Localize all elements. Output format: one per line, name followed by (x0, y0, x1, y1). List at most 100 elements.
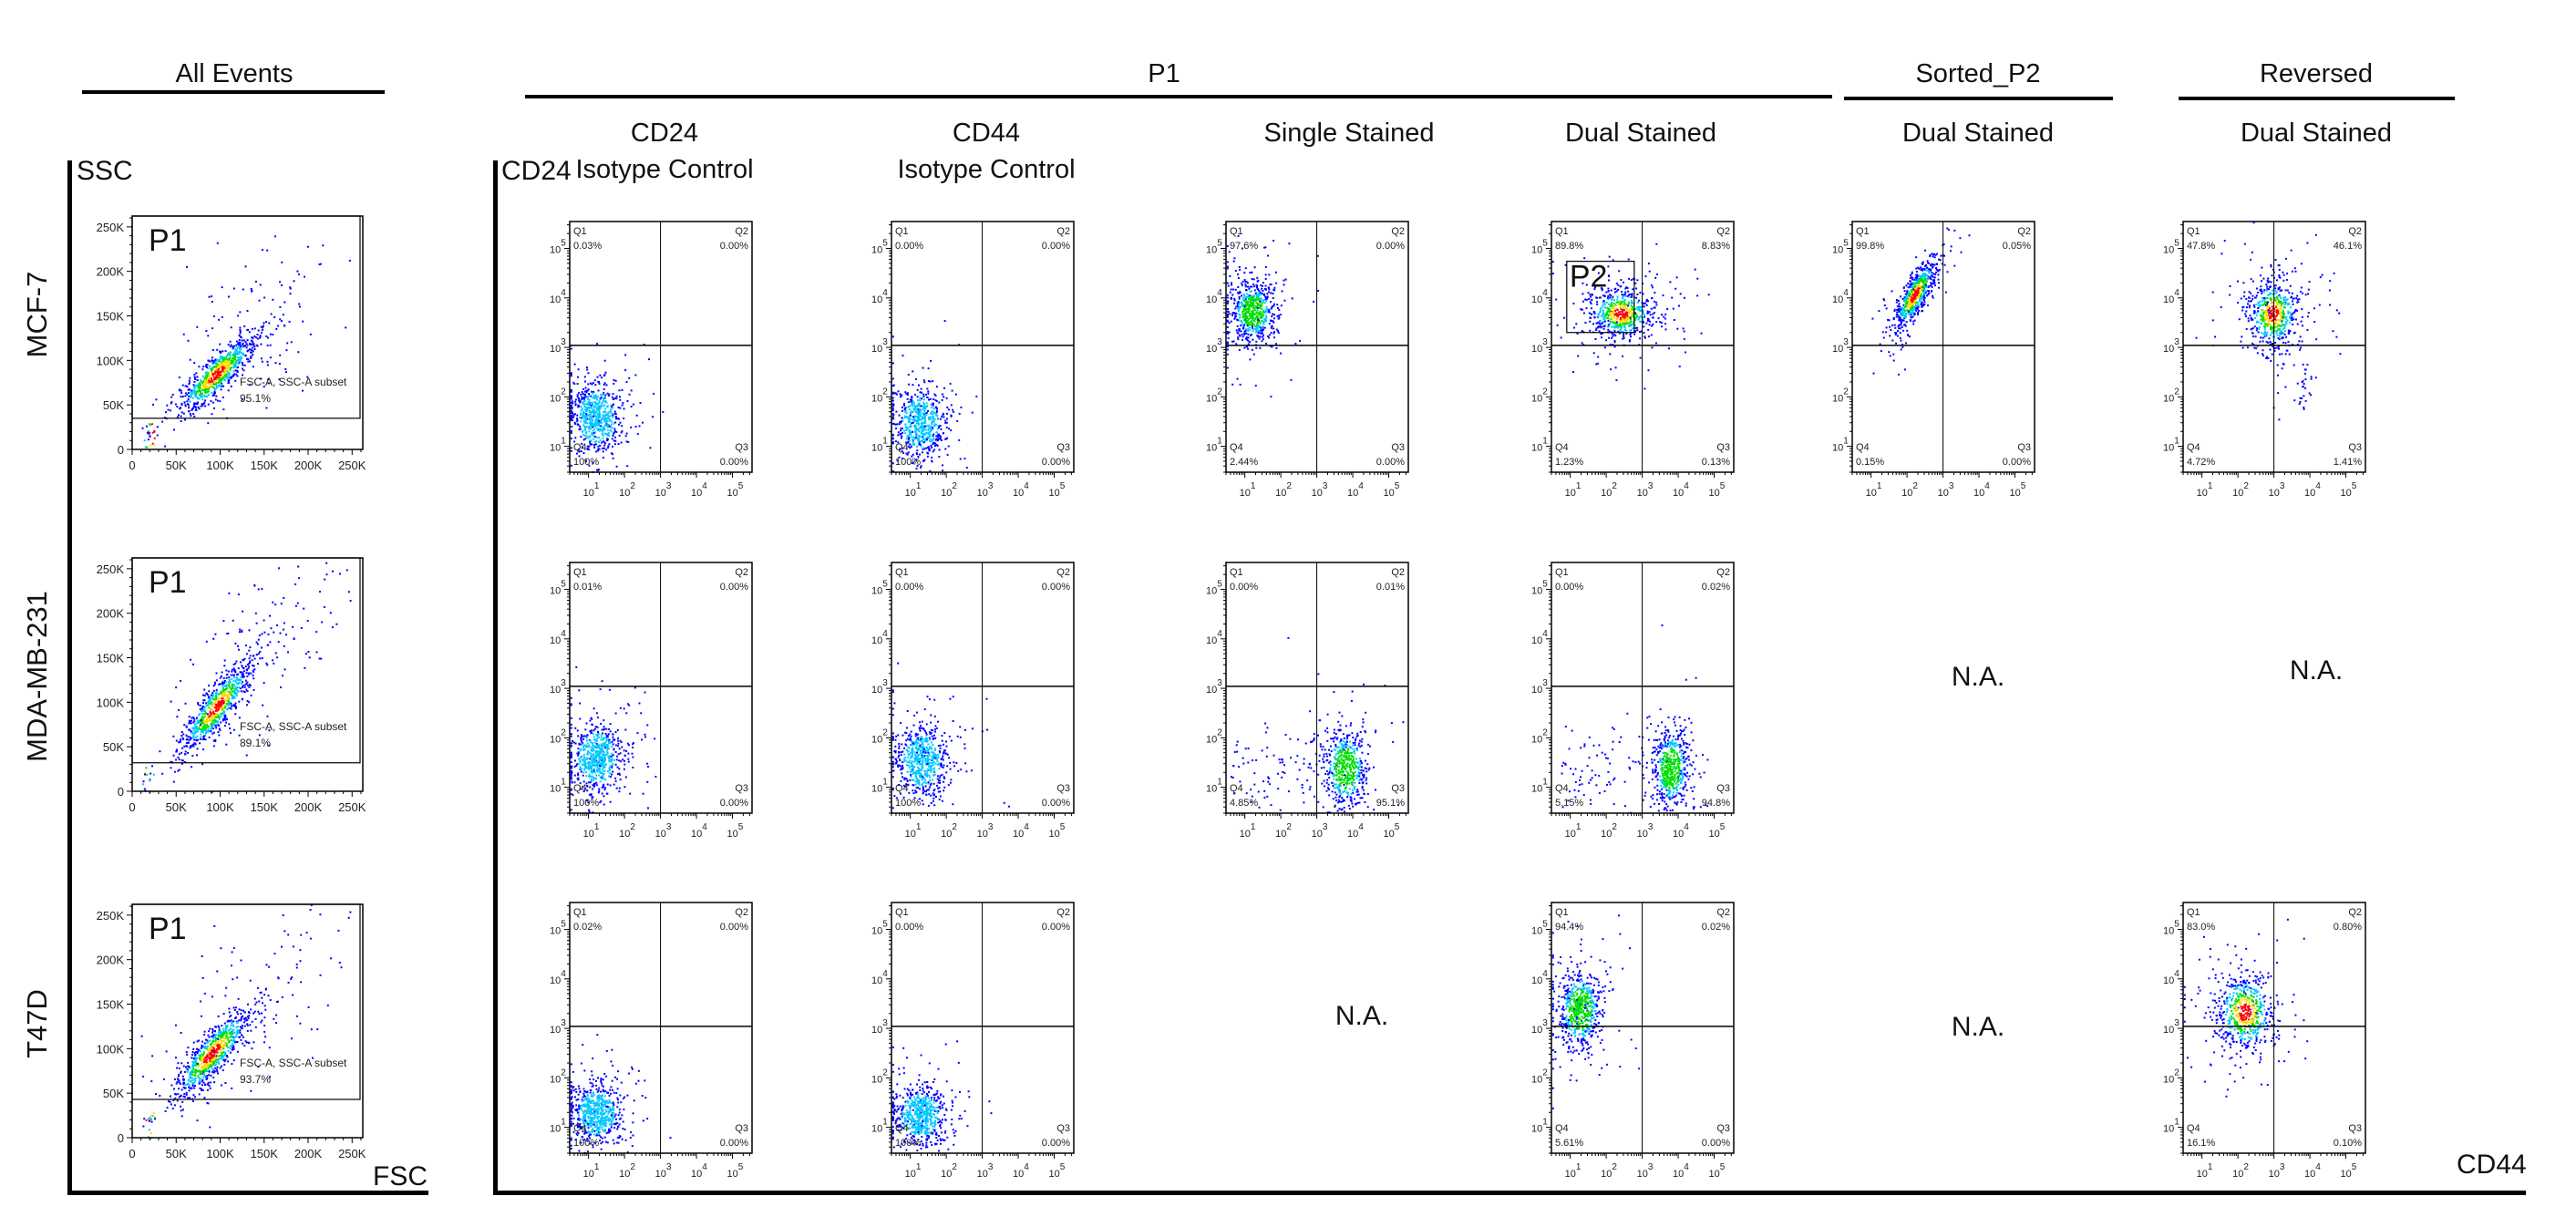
event-dot (261, 996, 263, 999)
event-dot (1270, 307, 1273, 310)
event-dot (610, 452, 613, 455)
event-dot (1245, 336, 1248, 339)
event-dot (602, 457, 604, 459)
event-dot (612, 404, 614, 407)
event-dot (208, 1069, 211, 1072)
event-dot (210, 1064, 212, 1067)
event-dot (971, 411, 974, 414)
event-dot (224, 702, 227, 705)
event-dot (222, 368, 224, 371)
row-label-t47d: T47D (21, 989, 53, 1058)
event-dot (232, 1020, 235, 1023)
event-dot (195, 1058, 198, 1060)
event-dot (227, 1060, 230, 1063)
event-dot (1239, 292, 1242, 294)
event-dot (226, 1055, 228, 1057)
event-dot (198, 387, 201, 389)
event-dot (622, 402, 624, 405)
event-dot (214, 1043, 217, 1046)
y-tick-exponent: 1 (882, 437, 888, 447)
event-dot (596, 413, 599, 416)
event-dot (243, 691, 246, 694)
event-dot (185, 1093, 188, 1096)
event-dot (606, 406, 609, 408)
event-dot (193, 1078, 196, 1080)
event-dot (194, 402, 197, 405)
event-dot (184, 395, 187, 397)
event-dot (584, 459, 587, 461)
event-dot (1242, 309, 1245, 312)
event-dot (584, 396, 587, 398)
event-dot (224, 715, 227, 717)
event-dot (194, 1059, 197, 1062)
y-tick-label: 150K (97, 652, 125, 665)
event-dot (208, 1036, 211, 1038)
event-dot (289, 286, 292, 289)
event-dot (1227, 337, 1230, 339)
event-dot (927, 409, 929, 412)
event-dot (194, 406, 197, 408)
event-dot (589, 425, 592, 428)
event-dot (266, 249, 269, 252)
event-dot (245, 688, 248, 691)
event-dot (1260, 284, 1262, 286)
event-dot (1252, 304, 1254, 307)
event-dot (184, 1087, 186, 1089)
event-dot (223, 706, 226, 709)
event-dot (204, 385, 207, 387)
event-dot (895, 410, 898, 413)
event-dot (239, 347, 242, 350)
event-dot (591, 424, 593, 427)
event-dot (248, 663, 251, 665)
event-dot (244, 684, 247, 686)
event-dot (925, 413, 928, 416)
event-dot (215, 1054, 218, 1057)
event-dot (239, 360, 242, 363)
event-dot (922, 398, 925, 401)
event-dot (189, 1087, 191, 1089)
event-dot (919, 412, 922, 415)
event-dot (912, 403, 915, 406)
event-dot (1262, 311, 1264, 314)
event-dot (910, 400, 912, 403)
event-dot (1259, 314, 1262, 316)
event-dot (237, 686, 240, 688)
event-dot (227, 670, 230, 673)
event-dot (963, 458, 966, 459)
event-dot (335, 623, 338, 625)
event-dot (146, 425, 148, 428)
event-dot (196, 1052, 199, 1055)
event-dot (909, 428, 912, 431)
event-dot (595, 408, 598, 411)
event-dot (265, 964, 268, 966)
x-tick-label: 150K (251, 800, 279, 814)
event-dot (577, 449, 580, 450)
event-dot (935, 409, 938, 412)
event-dot (919, 415, 922, 418)
event-dot (571, 429, 572, 432)
event-dot (220, 352, 222, 355)
event-dot (218, 1031, 220, 1034)
event-dot (1273, 314, 1275, 316)
event-dot (235, 1041, 238, 1044)
event-dot (605, 420, 608, 423)
event-dot (274, 603, 277, 606)
event-dot (918, 441, 921, 444)
event-dot (919, 413, 922, 416)
event-dot (579, 412, 582, 415)
event-dot (1259, 335, 1262, 338)
event-dot (579, 417, 581, 418)
event-dot (603, 397, 606, 399)
event-dot (198, 1054, 201, 1057)
event-dot (222, 699, 225, 702)
event-dot (583, 400, 586, 402)
event-dot (204, 1083, 207, 1086)
event-dot (899, 393, 902, 396)
event-dot (180, 759, 183, 761)
event-dot (1250, 304, 1252, 307)
event-dot (592, 397, 594, 399)
event-dot (191, 1082, 194, 1085)
event-dot (279, 318, 282, 321)
event-dot (170, 767, 172, 769)
event-dot (922, 428, 925, 431)
